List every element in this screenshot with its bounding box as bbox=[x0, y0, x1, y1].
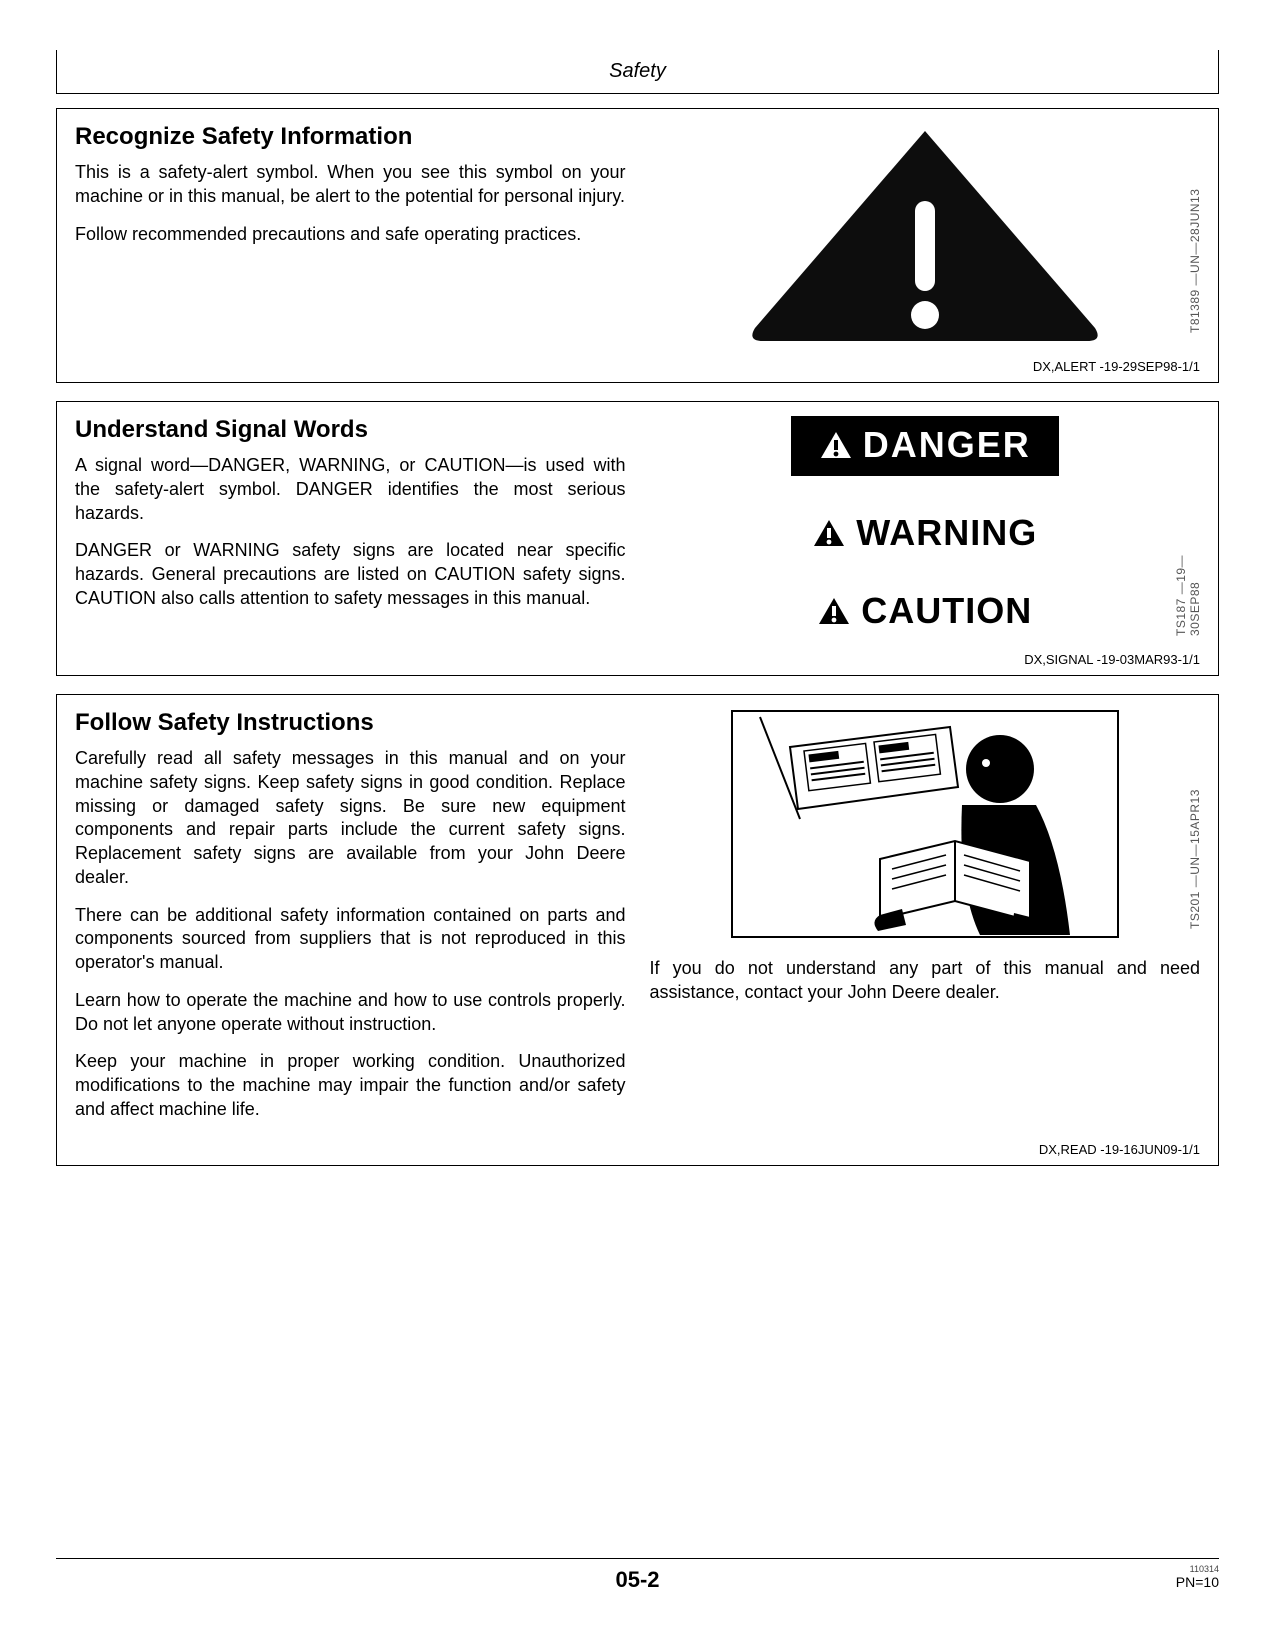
follow-p2: There can be additional safety informati… bbox=[75, 904, 626, 975]
danger-triangle-icon bbox=[819, 430, 853, 460]
safety-alert-triangle-icon bbox=[745, 123, 1105, 343]
warning-label-row: WARNING bbox=[812, 512, 1037, 554]
section-signal: Understand Signal Words A signal word—DA… bbox=[56, 401, 1219, 676]
follow-p3: Learn how to operate the machine and how… bbox=[75, 989, 626, 1037]
follow-text-col: Follow Safety Instructions Carefully rea… bbox=[75, 709, 626, 1136]
follow-fig-code: TS201 —UN—15APR13 bbox=[1188, 749, 1202, 929]
follow-figure-col: TS201 —UN—15APR13 If you do not understa… bbox=[650, 709, 1201, 1019]
follow-p1: Carefully read all safety messages in th… bbox=[75, 747, 626, 890]
caution-label-row: CAUTION bbox=[817, 590, 1032, 632]
page-footer: 05-2 110314 PN=10 bbox=[56, 1558, 1219, 1608]
signal-text-col: Understand Signal Words A signal word—DA… bbox=[75, 416, 626, 625]
recognize-p1: This is a safety-alert symbol. When you … bbox=[75, 161, 626, 209]
warning-triangle-icon bbox=[812, 518, 846, 548]
caution-triangle-icon bbox=[817, 596, 851, 626]
caution-label: CAUTION bbox=[861, 590, 1032, 632]
page: Safety Recognize Safety Information This… bbox=[0, 0, 1275, 1650]
read-manual-icon bbox=[730, 709, 1120, 939]
follow-heading: Follow Safety Instructions bbox=[75, 709, 626, 737]
section-follow: Follow Safety Instructions Carefully rea… bbox=[56, 694, 1219, 1166]
signal-section-code: DX,SIGNAL -19-03MAR93-1/1 bbox=[75, 652, 1200, 667]
recognize-heading: Recognize Safety Information bbox=[75, 123, 626, 151]
recognize-figure-col: T81389 —UN—28JUN13 bbox=[650, 123, 1201, 353]
recognize-p2: Follow recommended precautions and safe … bbox=[75, 223, 626, 247]
follow-p4: Keep your machine in proper working cond… bbox=[75, 1050, 626, 1121]
footer-page-section: 05-2 bbox=[615, 1567, 659, 1593]
danger-label-box: DANGER bbox=[791, 416, 1059, 476]
follow-p-right: If you do not understand any part of thi… bbox=[650, 957, 1201, 1005]
footer-pn: PN=10 bbox=[1176, 1574, 1219, 1590]
follow-section-code: DX,READ -19-16JUN09-1/1 bbox=[75, 1142, 1200, 1157]
page-header-title: Safety bbox=[609, 60, 666, 83]
recognize-fig-code: T81389 —UN—28JUN13 bbox=[1188, 143, 1202, 333]
signal-fig-code: TS187 —19—30SEP88 bbox=[1174, 506, 1202, 636]
signal-p1: A signal word—DANGER, WARNING, or CAUTIO… bbox=[75, 454, 626, 525]
section-recognize: Recognize Safety Information This is a s… bbox=[56, 108, 1219, 383]
recognize-section-code: DX,ALERT -19-29SEP98-1/1 bbox=[75, 359, 1200, 374]
recognize-text-col: Recognize Safety Information This is a s… bbox=[75, 123, 626, 260]
signal-figure-col: DANGER WARNING CAUTION bbox=[650, 416, 1201, 646]
page-header: Safety bbox=[56, 50, 1219, 94]
signal-heading: Understand Signal Words bbox=[75, 416, 626, 444]
danger-label: DANGER bbox=[863, 424, 1031, 466]
footer-right: 110314 PN=10 bbox=[1176, 1565, 1219, 1590]
footer-tiny: 110314 bbox=[1176, 1565, 1219, 1574]
signal-p2: DANGER or WARNING safety signs are locat… bbox=[75, 539, 626, 610]
warning-label: WARNING bbox=[856, 512, 1037, 554]
